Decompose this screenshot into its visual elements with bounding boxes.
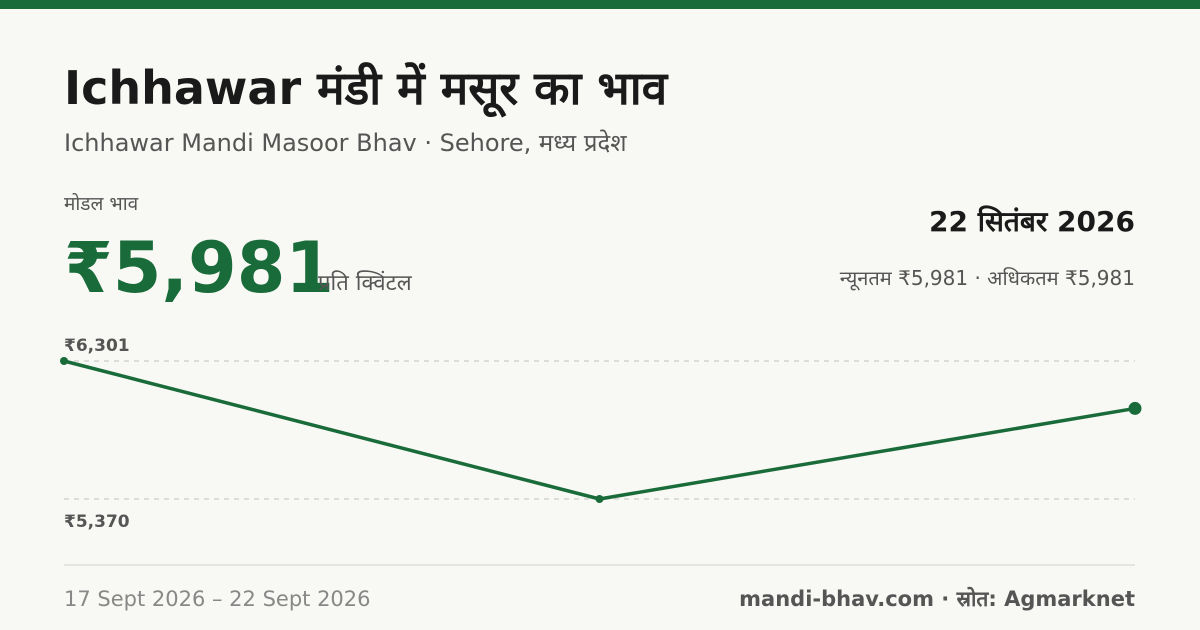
- footer-source: mandi-bhav.com · स्रोत: Agmarknet: [739, 586, 1135, 611]
- price-range: न्यूनतम ₹5,981 · अधिकतम ₹5,981: [840, 266, 1135, 291]
- data-point: [595, 495, 604, 503]
- footer-dates: 17 Sept 2026 – 22 Sept 2026: [64, 587, 371, 611]
- data-point: [60, 357, 68, 365]
- price-unit: प्रति क्विंटल: [318, 270, 413, 296]
- y-tick-label: ₹5,370: [64, 512, 130, 532]
- top-bar: [0, 0, 1200, 9]
- title: Ichhawar मंडी में मसूर का भाव: [64, 61, 669, 118]
- y-tick-label: ₹6,301: [64, 336, 130, 356]
- price-label: मोडल भाव: [64, 192, 139, 215]
- price-date: 22 सितंबर 2026: [929, 205, 1135, 238]
- price-value: ₹5,981: [64, 227, 334, 309]
- subtitle: Ichhawar Mandi Masoor Bhav · Sehore, मध्…: [64, 129, 627, 157]
- data-point: [1128, 401, 1142, 415]
